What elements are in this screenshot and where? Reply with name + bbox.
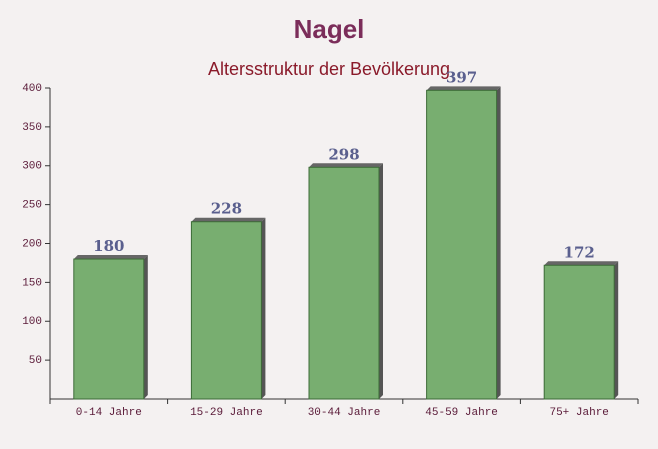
bar-top <box>426 86 501 91</box>
x-tick-label: 0-14 Jahre <box>76 407 142 419</box>
bar-side <box>379 163 383 399</box>
y-tick-label: 350 <box>22 122 42 134</box>
bar <box>426 89 498 400</box>
y-tick-label: 50 <box>29 355 42 367</box>
bar <box>190 221 262 400</box>
y-tick-label: 200 <box>22 238 42 250</box>
value-label: 172 <box>564 243 595 261</box>
bar-top <box>191 217 266 222</box>
bar <box>308 166 380 400</box>
bar <box>543 264 615 400</box>
value-label: 180 <box>93 237 124 255</box>
x-tick-label: 45-59 Jahre <box>425 407 498 419</box>
y-tick-label: 250 <box>22 200 42 212</box>
x-tick-label: 15-29 Jahre <box>190 407 263 419</box>
bar-side <box>143 255 148 399</box>
y-tick-label: 150 <box>22 277 42 289</box>
value-label: 397 <box>446 68 477 86</box>
chart-subtitle: Altersstruktur der Bevölkerung <box>208 59 450 79</box>
x-tick-label: 30-44 Jahre <box>308 407 381 419</box>
y-tick-label: 300 <box>22 161 42 173</box>
bar-top <box>73 255 148 260</box>
value-label: 228 <box>211 200 242 218</box>
chart-title: Nagel <box>294 14 365 44</box>
bar-top <box>309 163 383 168</box>
bar-side <box>496 86 501 400</box>
y-tick-label: 400 <box>22 83 42 95</box>
y-tick-label: 100 <box>22 316 42 328</box>
value-label: 298 <box>328 145 359 163</box>
bar-side <box>261 217 266 399</box>
bar-side <box>614 261 619 399</box>
bar <box>73 258 145 400</box>
x-tick-label: 75+ Jahre <box>549 407 608 419</box>
bar-top <box>544 261 619 266</box>
